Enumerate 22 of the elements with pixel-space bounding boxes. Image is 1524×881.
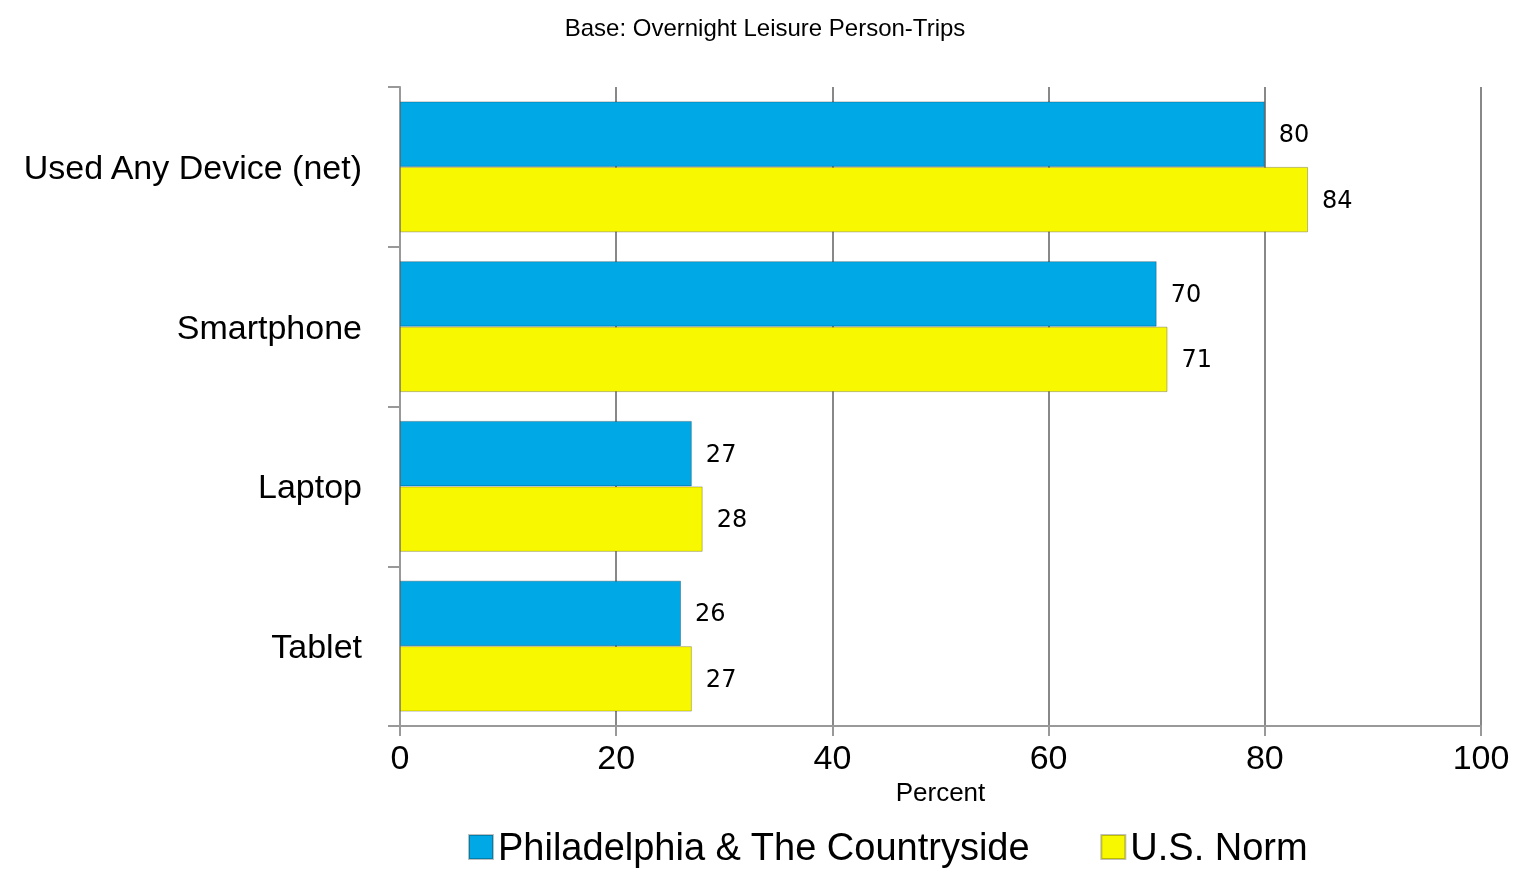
data-label: 28 xyxy=(716,505,748,534)
data-label: 84 xyxy=(1322,185,1353,214)
y-tick-label: Smartphone xyxy=(176,307,362,346)
data-label: 71 xyxy=(1181,345,1213,374)
x-tick-label: 40 xyxy=(813,738,852,776)
x-axis-title: Percent xyxy=(895,776,987,807)
x-tick-label: 20 xyxy=(597,738,636,776)
x-tick-label: 80 xyxy=(1245,738,1284,776)
data-label: 70 xyxy=(1170,279,1202,308)
data-label: 27 xyxy=(705,664,737,693)
x-tick-label: 100 xyxy=(1452,738,1510,776)
y-tick-label: Used Any Device (net) xyxy=(23,147,362,186)
y-tick-label: Tablet xyxy=(271,627,363,666)
y-tick-label: Laptop xyxy=(258,467,362,506)
x-tick-label: 0 xyxy=(390,738,410,776)
legend-label: U.S. Norm xyxy=(1130,826,1308,868)
data-label: 26 xyxy=(695,599,726,628)
x-tick-label: 60 xyxy=(1029,738,1068,776)
legend-label: Philadelphia & The Countryside xyxy=(498,826,1030,868)
data-label: 27 xyxy=(705,439,737,468)
data-label: 80 xyxy=(1278,120,1310,149)
chart-title: Base: Overnight Leisure Person-Trips xyxy=(564,13,966,41)
